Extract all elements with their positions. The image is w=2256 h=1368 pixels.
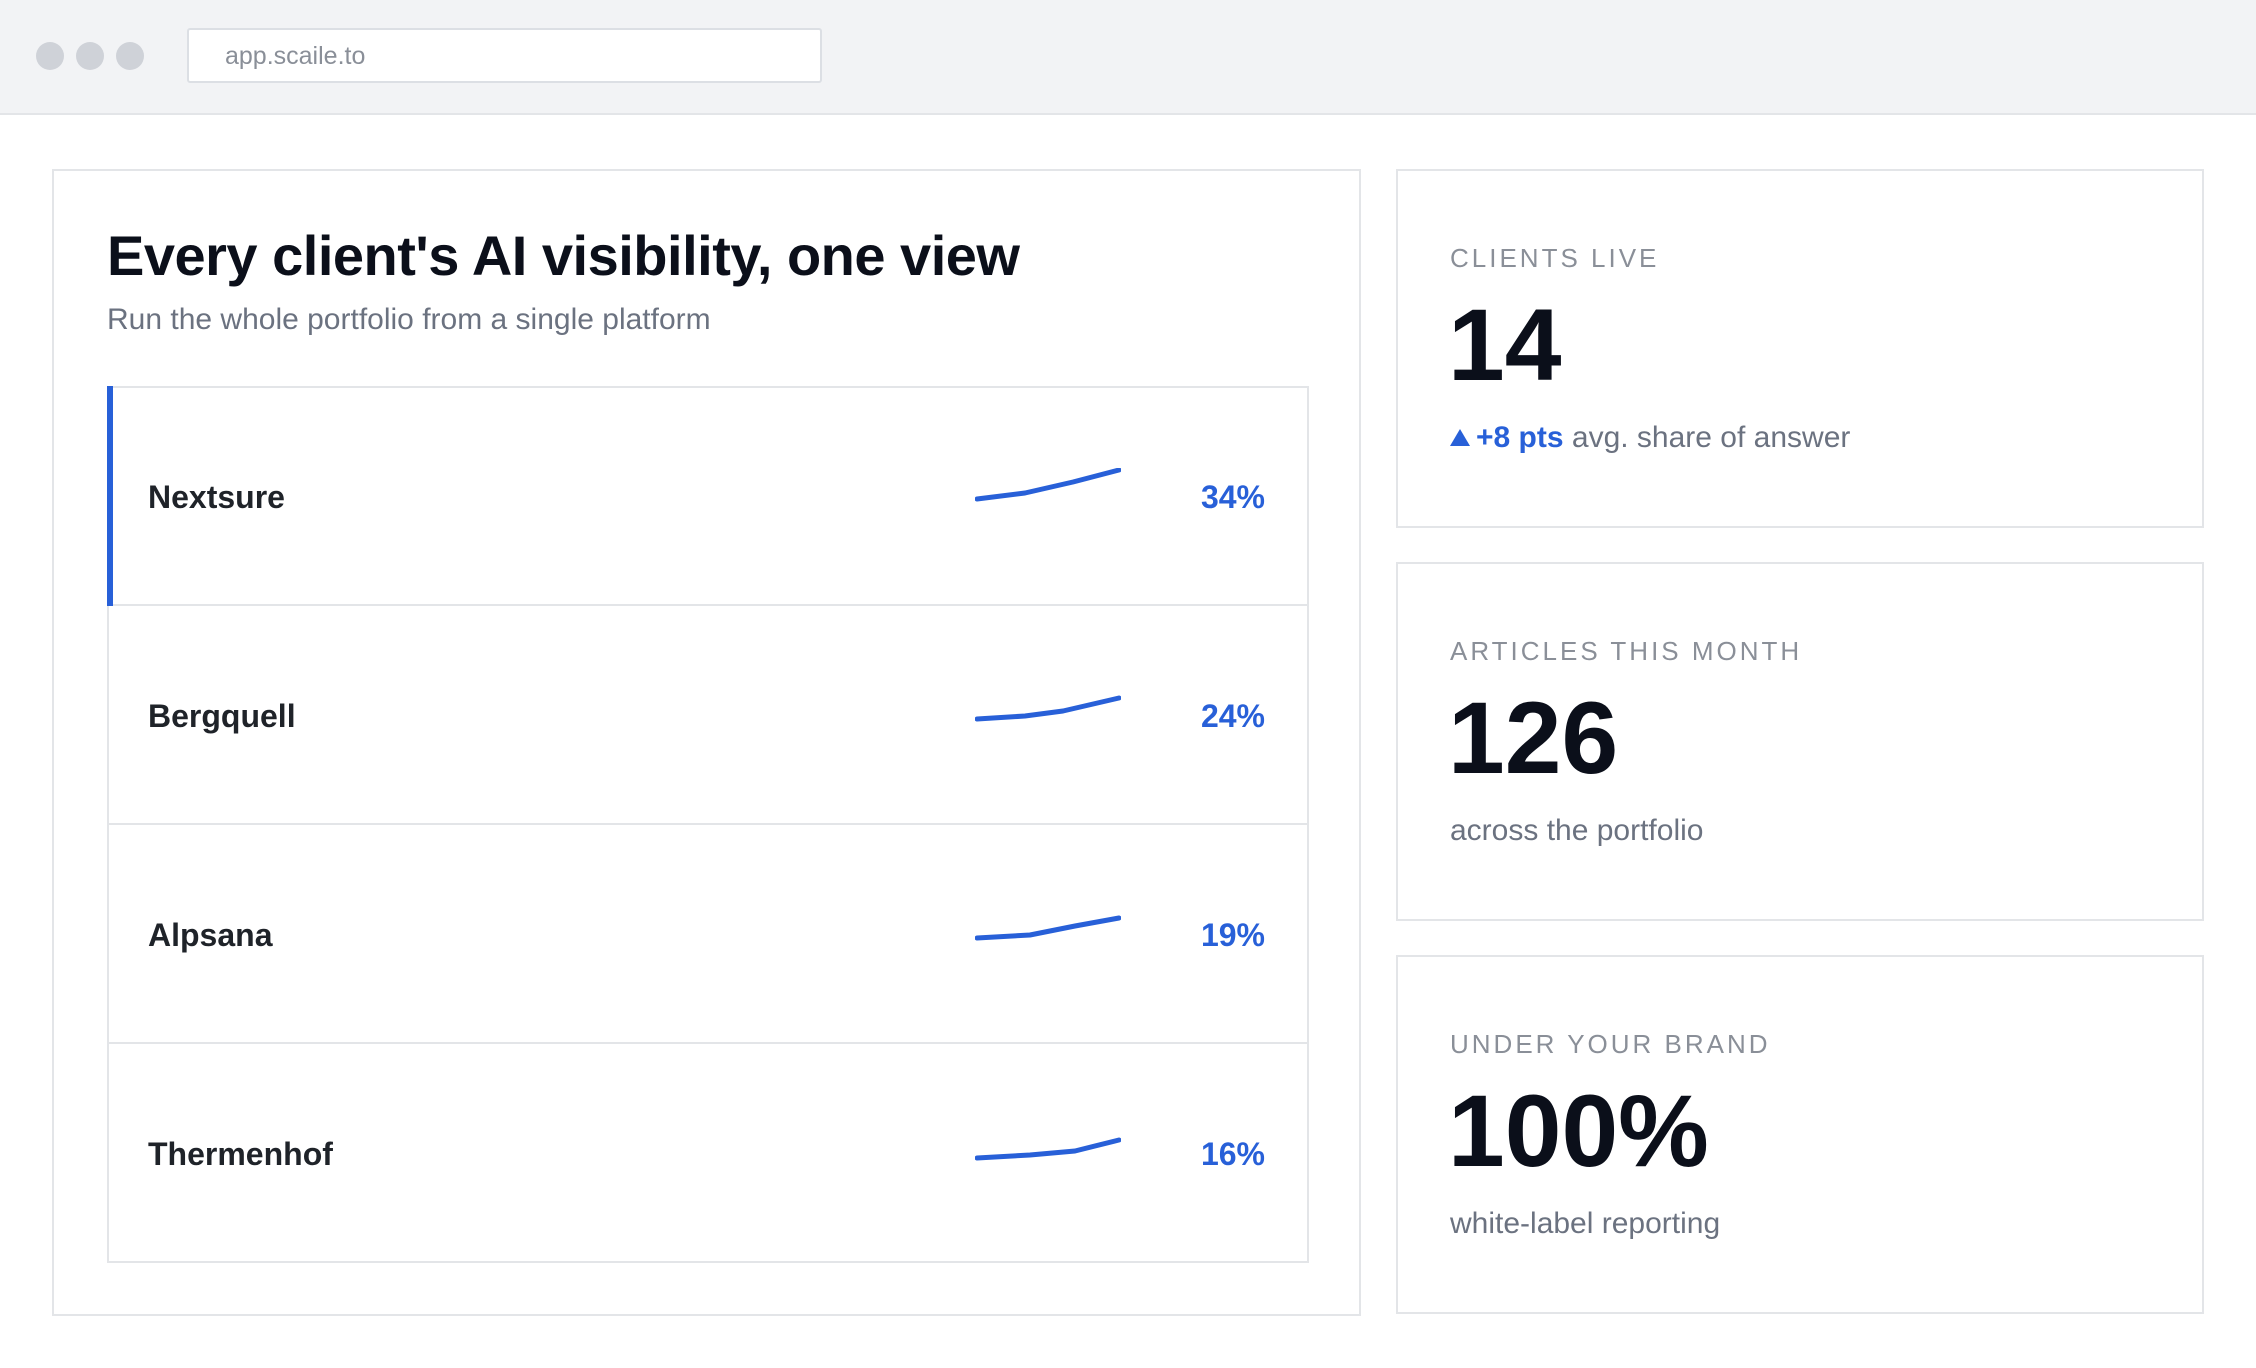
- client-share: 34%: [1200, 479, 1265, 515]
- stat-card-articles: ARTICLES THIS MONTH 126 across the portf…: [1396, 562, 2204, 921]
- stat-value: 14: [1448, 288, 1562, 402]
- client-name: Bergquell: [148, 698, 296, 734]
- panel-title: Every client's AI visibility, one view: [107, 224, 1020, 287]
- client-name: Thermenhof: [148, 1136, 333, 1172]
- stat-delta: +8 pts: [1476, 421, 1564, 454]
- triangle-up-icon: [1450, 429, 1470, 446]
- stat-card-brand: UNDER YOUR BRAND 100% white-label report…: [1396, 955, 2204, 1314]
- panel-subtitle: Run the whole portfolio from a single pl…: [107, 303, 711, 336]
- stat-label: CLIENTS LIVE: [1450, 243, 1660, 273]
- address-bar-url: app.scaile.to: [225, 42, 366, 70]
- client-name: Nextsure: [148, 479, 285, 515]
- client-row-thermenhof[interactable]: Thermenhof 16%: [109, 1045, 1307, 1263]
- client-share: 19%: [1200, 917, 1265, 953]
- client-name: Alpsana: [148, 917, 273, 953]
- client-list: Nextsure 34% Bergquell 24% Alpsana 19% T…: [107, 386, 1309, 1263]
- stat-value: 100%: [1448, 1074, 1709, 1188]
- window-close-icon[interactable]: [36, 42, 64, 70]
- client-share: 24%: [1200, 698, 1265, 734]
- browser-toolbar: app.scaile.to: [0, 0, 2256, 115]
- client-trend-sparkline: [975, 915, 1121, 941]
- window-maximize-icon[interactable]: [116, 42, 144, 70]
- stat-note-text: avg. share of answer: [1571, 421, 1851, 454]
- stat-label: ARTICLES THIS MONTH: [1450, 636, 1803, 666]
- portfolio-panel: Every client's AI visibility, one view R…: [52, 169, 1361, 1316]
- client-share: 16%: [1200, 1136, 1265, 1172]
- client-trend-sparkline: [975, 1137, 1121, 1161]
- client-row-alpsana[interactable]: Alpsana 19%: [109, 826, 1307, 1044]
- client-trend-sparkline: [975, 695, 1121, 722]
- client-trend-sparkline: [975, 468, 1121, 502]
- client-row-nextsure[interactable]: Nextsure 34%: [107, 386, 1307, 606]
- stat-value: 126: [1448, 681, 1619, 795]
- stat-card-clients-live: CLIENTS LIVE 14 +8 pts avg. share of ans…: [1396, 169, 2204, 528]
- address-bar[interactable]: app.scaile.to: [187, 28, 822, 83]
- client-row-bergquell[interactable]: Bergquell 24%: [109, 607, 1307, 825]
- stat-label: UNDER YOUR BRAND: [1450, 1029, 1771, 1059]
- stat-note: +8 pts avg. share of answer: [1450, 421, 1850, 455]
- window-minimize-icon[interactable]: [76, 42, 104, 70]
- stat-note: across the portfolio: [1450, 814, 1704, 847]
- stat-note: white-label reporting: [1450, 1207, 1721, 1240]
